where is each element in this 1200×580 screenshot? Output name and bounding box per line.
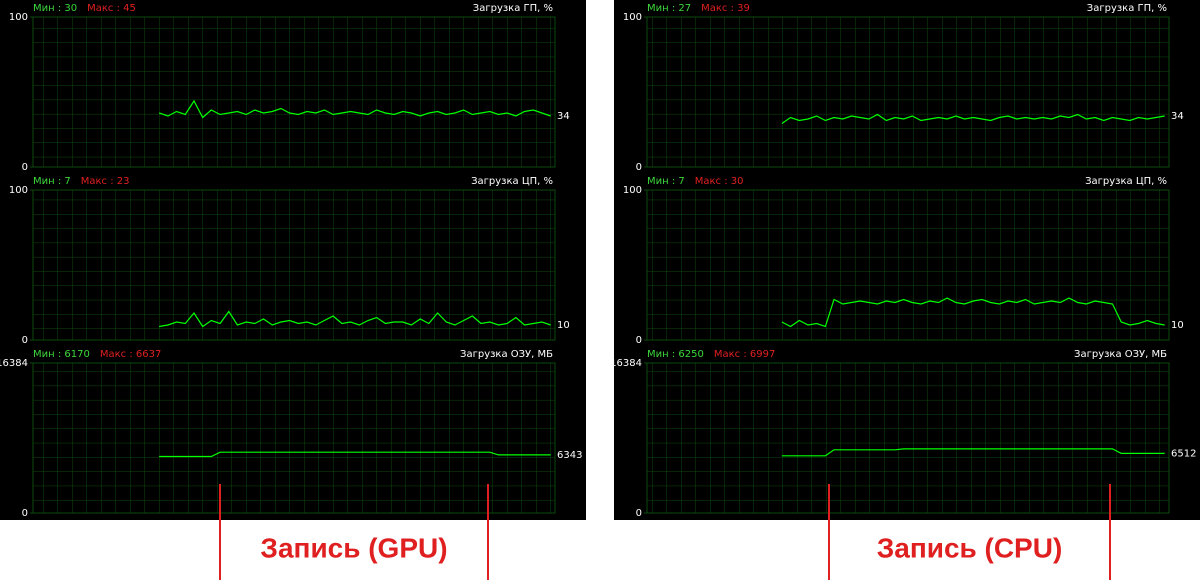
y-tick-label: 0 (636, 508, 642, 519)
y-tick-label: 0 (636, 162, 642, 173)
data-line (781, 297, 1165, 328)
y-tick-label: 0 (636, 335, 642, 346)
plot-grid (646, 16, 1170, 168)
y-tick-label: 100 (9, 185, 28, 196)
graph-title: Загрузка ОЗУ, МБ (460, 349, 553, 360)
max-label: Макс : 23 (81, 176, 130, 187)
graph-title: Загрузка ГП, % (1087, 3, 1167, 14)
y-tick-label: 100 (623, 185, 642, 196)
current-value: 10 (557, 320, 570, 331)
current-value: 34 (557, 111, 570, 122)
y-tick-label: 100 (623, 12, 642, 23)
current-value: 10 (1171, 320, 1184, 331)
y-tick-label: 0 (22, 335, 28, 346)
y-tick-label: 100 (9, 12, 28, 23)
min-label: Мин : 27 (647, 3, 691, 14)
max-label: Макс : 30 (695, 176, 744, 187)
data-line (781, 448, 1165, 457)
y-tick-label: 16384 (0, 358, 28, 369)
current-value: 34 (1171, 111, 1184, 122)
max-label: Макс : 39 (701, 3, 750, 14)
data-line (159, 99, 551, 119)
min-label: Мин : 7 (33, 176, 71, 187)
graph-title: Загрузка ЦП, % (1085, 176, 1167, 187)
min-label: Мин : 6250 (647, 349, 704, 360)
graph-title: Загрузка ОЗУ, МБ (1074, 349, 1167, 360)
data-line (781, 113, 1165, 124)
max-label: Макс : 45 (87, 3, 136, 14)
plot-grid (646, 189, 1170, 341)
plot-grid (32, 16, 556, 168)
max-label: Макс : 6997 (714, 349, 775, 360)
min-label: Мин : 6170 (33, 349, 90, 360)
min-label: Мин : 30 (33, 3, 77, 14)
current-value: 6512 (1171, 448, 1196, 459)
graph-title: Загрузка ГП, % (473, 3, 553, 14)
plot-grid (32, 189, 556, 341)
data-line (159, 451, 551, 458)
plot-grid (646, 362, 1170, 514)
y-tick-label: 0 (22, 162, 28, 173)
annotation: Запись (GPU) (260, 532, 447, 563)
current-value: 6343 (557, 450, 582, 461)
plot-grid (32, 362, 556, 514)
graph-title: Загрузка ЦП, % (471, 176, 553, 187)
max-label: Макс : 6637 (100, 349, 161, 360)
min-label: Мин : 7 (647, 176, 685, 187)
annotation: Запись (CPU) (877, 532, 1063, 563)
y-tick-label: 0 (22, 508, 28, 519)
data-line (159, 310, 551, 328)
y-tick-label: 16384 (610, 358, 642, 369)
